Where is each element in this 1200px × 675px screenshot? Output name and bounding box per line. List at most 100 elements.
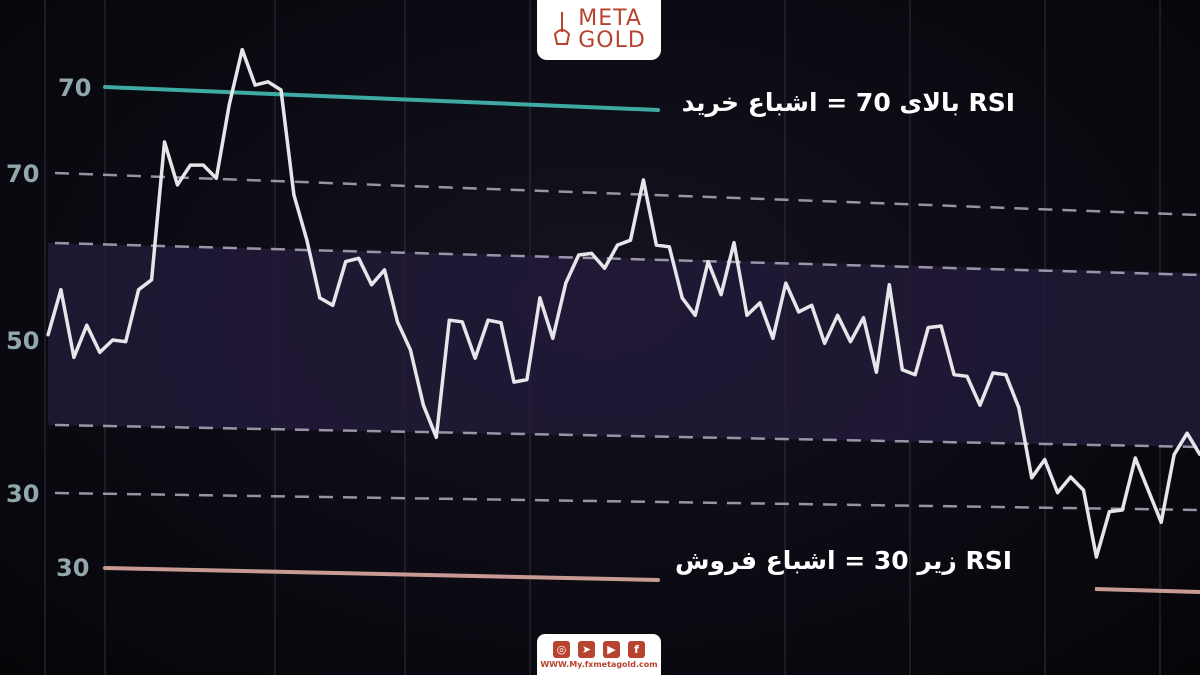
rsi-data-point [823, 341, 827, 345]
rsi-data-point [628, 238, 632, 242]
rsi-data-point [357, 256, 361, 260]
rsi-data-point [512, 380, 516, 384]
rsi-data-point [538, 296, 542, 300]
rsi-data-point [201, 163, 205, 167]
rsi-data-point [1056, 491, 1060, 495]
telegram-icon[interactable]: ➤ [578, 640, 595, 658]
rsi-data-point [72, 355, 76, 359]
neutral-zone-band [48, 243, 1200, 447]
overbought-annotation: RSI بالای 70 = اشباع خرید [681, 88, 1015, 117]
y-tick-label: 70 [58, 74, 91, 102]
rsi-data-point [292, 193, 296, 197]
meta-gold-logo: META GOLD [537, 0, 661, 60]
rsi-data-point [732, 241, 736, 245]
rsi-data-point [46, 333, 50, 337]
rsi-points [46, 48, 1200, 559]
rsi-data-point [810, 303, 814, 307]
website-url[interactable]: WWW.My.fxmetagold.com [540, 659, 658, 669]
rsi-data-point [111, 338, 115, 342]
rsi-data-point [253, 83, 257, 87]
rsi-data-point [408, 348, 412, 352]
rsi-data-point [771, 336, 775, 340]
rsi-data-point [616, 243, 620, 247]
rsi-data-point [486, 318, 490, 322]
rsi-data-point [603, 266, 607, 270]
instagram-icon[interactable]: ◎ [553, 640, 570, 658]
rsi-data-point [214, 176, 218, 180]
rsi-data-point [758, 301, 762, 305]
rsi-data-point [305, 238, 309, 242]
rsi-data-point [913, 373, 917, 377]
y-tick-label: 50 [6, 327, 39, 355]
rsi-data-point [991, 371, 995, 375]
rsi-data-point [836, 313, 840, 317]
rsi-data-point [719, 293, 723, 297]
rsi-data-point [188, 163, 192, 167]
rsi-data-point [1082, 488, 1086, 492]
y-tick-label: 30 [56, 554, 89, 582]
rsi-data-point [641, 178, 645, 182]
dashed-level-upper [54, 171, 1200, 217]
oversold-line [103, 566, 660, 582]
rsi-data-point [1159, 520, 1163, 524]
rsi-data-point [926, 326, 930, 330]
rsi-data-point [137, 288, 141, 292]
social-footer: ◎ ➤ ▶ f WWW.My.fxmetagold.com [537, 634, 661, 675]
rsi-data-point [1094, 555, 1098, 559]
rsi-data-point [473, 356, 477, 360]
rsi-data-point [525, 378, 529, 382]
rsi-data-point [124, 340, 128, 344]
rsi-data-point [85, 323, 89, 327]
rsi-data-point [395, 320, 399, 324]
rsi-data-point [693, 313, 697, 317]
rsi-series-line [46, 47, 1200, 559]
rsi-data-point [1030, 476, 1034, 480]
rsi-data-point [849, 340, 853, 344]
rsi-data-point [175, 183, 179, 187]
rsi-data-point [564, 281, 568, 285]
rsi-data-point [706, 260, 710, 264]
rsi-data-point [1017, 406, 1021, 410]
rsi-data-point [590, 251, 594, 255]
rsi-data-point [654, 243, 658, 247]
rsi-data-point [667, 245, 671, 249]
rsi-data-point [1107, 510, 1111, 514]
rsi-data-point [383, 268, 387, 272]
rsi-data-point [266, 80, 270, 84]
rsi-data-point [460, 320, 464, 324]
rsi-data-point [784, 281, 788, 285]
rsi-data-point [434, 435, 438, 439]
rsi-data-point [447, 318, 451, 322]
rsi-data-point [965, 374, 969, 378]
y-tick-label: 70 [6, 160, 39, 188]
overbought-line [103, 85, 660, 112]
logo-text-gold: GOLD [578, 28, 646, 53]
rsi-data-point [331, 303, 335, 307]
rsi-data-point [745, 313, 749, 317]
rsi-data-point [318, 296, 322, 300]
rsi-data-point [1172, 453, 1176, 457]
rsi-data-point [227, 103, 231, 107]
rsi-data-point [887, 283, 891, 287]
youtube-icon[interactable]: ▶ [603, 640, 620, 658]
y-tick-label: 30 [6, 480, 39, 508]
rsi-data-point [577, 253, 581, 257]
rsi-data-point [344, 260, 348, 264]
rsi-data-point [1185, 431, 1189, 435]
rsi-data-point [1004, 373, 1008, 377]
rsi-data-point [59, 288, 63, 292]
rsi-data-point [680, 296, 684, 300]
rsi-data-point [939, 324, 943, 328]
oversold-line-right [1094, 587, 1200, 594]
tulip-icon [554, 12, 571, 45]
rsi-data-point [499, 321, 503, 325]
rsi-data-point [861, 316, 865, 320]
rsi-data-point [797, 310, 801, 314]
rsi-data-point [551, 336, 555, 340]
facebook-icon[interactable]: f [628, 640, 645, 658]
rsi-data-point [1146, 488, 1150, 492]
logo-text-meta: META [578, 6, 642, 31]
rsi-data-point [421, 403, 425, 407]
